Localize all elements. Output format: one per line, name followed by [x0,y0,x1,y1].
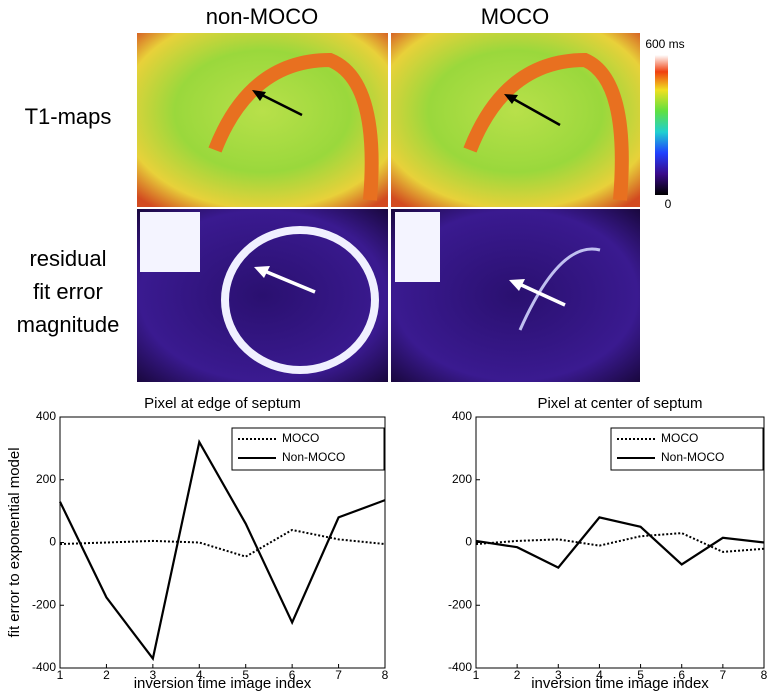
x-tick-label: 1 [473,668,480,682]
image-panels [137,33,668,382]
residual-bright [395,212,440,282]
x-axis-label: inversion time image index [531,675,709,692]
series-line [59,528,386,558]
t1-map-non-moco [137,33,388,207]
y-tick-label: -400 [32,660,56,674]
arrow-head [504,94,518,104]
x-tick-label: 4 [196,668,203,682]
legend-label: Non-MOCO [661,450,724,464]
x-tick-label: 5 [637,668,644,682]
row-label: magnitude [17,312,120,337]
legend-label: Non-MOCO [282,450,345,464]
colorbar-label: 600 ms [645,37,684,51]
residual-bright [140,212,200,272]
arrow [509,95,561,127]
x-tick-label: 2 [514,668,521,682]
x-tick-label: 8 [382,668,389,682]
arrow [257,91,303,117]
series-line [475,516,765,569]
arrow [516,281,566,307]
column-label: MOCO [481,4,549,29]
x-tick-label: 3 [150,668,157,682]
y-tick-label: -200 [448,597,472,611]
legend-label: MOCO [661,431,698,445]
x-tick-label: 8 [761,668,767,682]
t1-map-moco [391,33,640,207]
legend-label: MOCO [282,431,319,445]
legend-box [610,427,764,471]
y-tick-label: -400 [448,660,472,674]
x-tick-label: 3 [555,668,562,682]
residual-ring [518,247,601,331]
y-tick-label: 200 [36,472,56,486]
chart-title: Pixel at center of septum [537,395,702,412]
y-axis-label: fit error to exponential model [6,447,23,637]
x-tick-label: 1 [57,668,64,682]
myocardium [463,52,629,201]
y-tick-label: 400 [36,409,56,423]
x-tick-label: 6 [678,668,685,682]
x-tick-label: 7 [720,668,727,682]
arrow-head [252,90,266,101]
colorbar-label: 0 [665,197,672,211]
y-tick-label: -200 [32,597,56,611]
residual-ring [221,226,379,374]
y-tick-label: 0 [49,535,56,549]
x-tick-label: 4 [596,668,603,682]
row-label: residual [29,246,106,271]
x-tick-label: 2 [103,668,110,682]
x-tick-label: 5 [242,668,249,682]
series-line [475,532,765,553]
arrow-head [254,266,270,278]
legend-box [231,427,385,471]
x-tick-label: 7 [335,668,342,682]
colorbar [655,55,668,195]
y-tick-label: 200 [452,472,472,486]
row-label: fit error [33,279,103,304]
column-label: non-MOCO [206,4,318,29]
y-tick-label: 400 [452,409,472,423]
x-axis-label: inversion time image index [134,675,312,692]
y-tick-label: 0 [465,535,472,549]
x-tick-label: 6 [289,668,296,682]
row-label: T1-maps [25,104,112,129]
chart-title: Pixel at edge of septum [144,395,301,412]
arrow-head [509,279,525,291]
myocardium [208,52,379,201]
series-line [59,439,386,662]
arrow [261,268,316,294]
